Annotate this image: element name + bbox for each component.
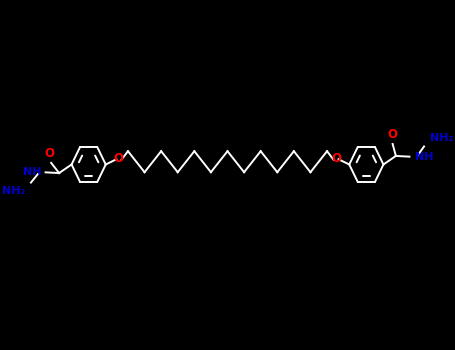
Text: NH₂: NH₂: [430, 133, 453, 143]
Text: O: O: [331, 152, 341, 165]
Text: O: O: [44, 147, 54, 160]
Text: NH₂: NH₂: [2, 186, 25, 196]
Text: NH: NH: [415, 152, 434, 162]
Text: O: O: [114, 152, 124, 165]
Text: O: O: [388, 128, 398, 141]
Text: NH: NH: [23, 167, 41, 177]
